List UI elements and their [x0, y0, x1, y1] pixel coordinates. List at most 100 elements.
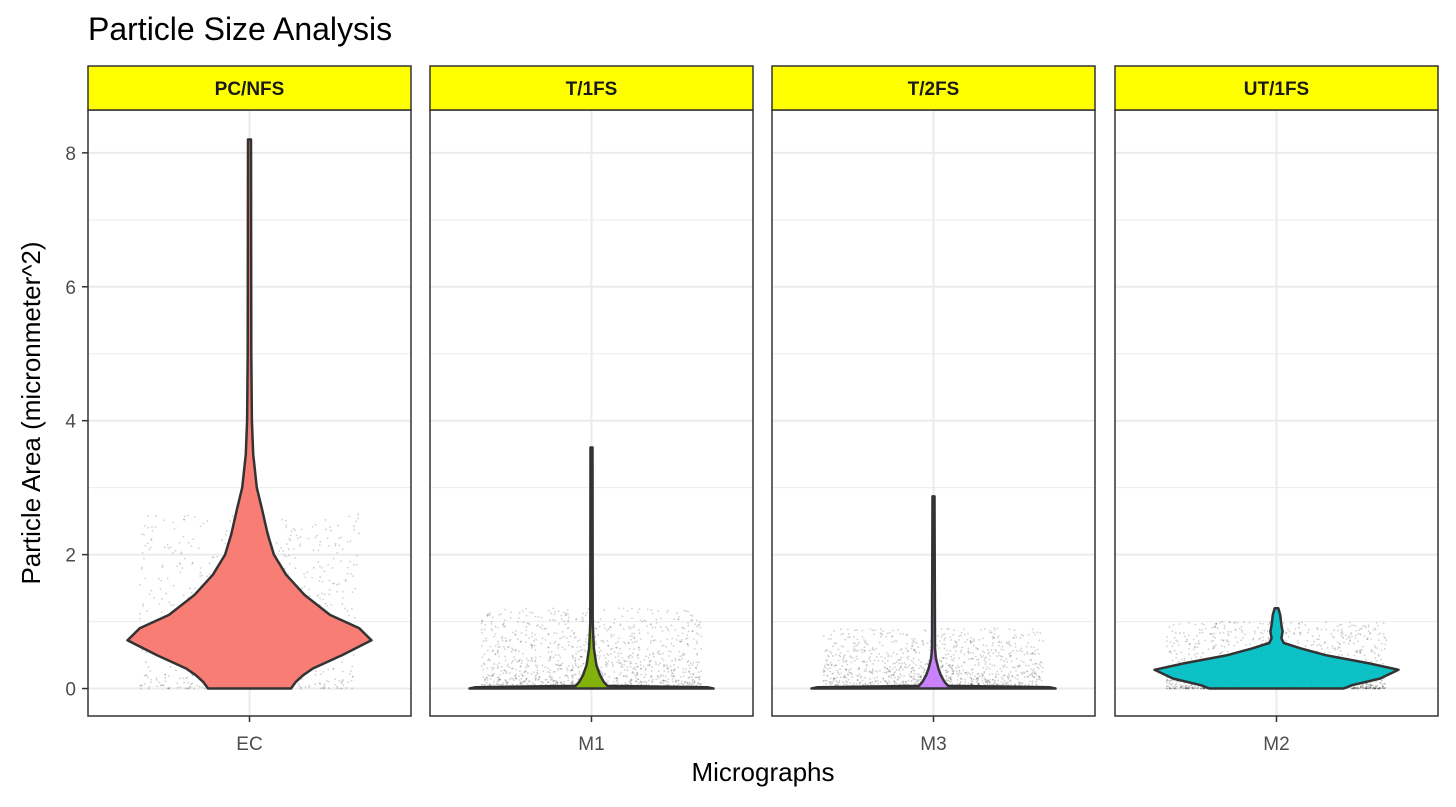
jitter-point [338, 583, 341, 585]
jitter-point [290, 530, 293, 533]
jitter-point [1365, 687, 1367, 690]
jitter-point [912, 657, 915, 660]
jitter-point [938, 659, 941, 662]
jitter-point [350, 572, 353, 575]
jitter-point [167, 687, 170, 690]
jitter-point [826, 668, 829, 671]
jitter-point [910, 675, 913, 678]
jitter-point [1227, 641, 1230, 643]
jitter-point [952, 672, 955, 675]
jitter-point [1211, 626, 1214, 629]
jitter-point [944, 669, 947, 672]
jitter-point [856, 658, 859, 661]
jitter-point [635, 680, 638, 683]
jitter-point [959, 677, 962, 679]
jitter-point [512, 667, 514, 670]
jitter-point [1373, 652, 1376, 655]
jitter-point [996, 683, 999, 686]
jitter-point [1197, 640, 1200, 643]
jitter-point [173, 528, 176, 530]
jitter-point [994, 673, 997, 676]
jitter-point [525, 625, 528, 628]
jitter-point [680, 676, 682, 678]
jitter-point [971, 641, 974, 643]
jitter-point [855, 655, 858, 658]
jitter-point [826, 659, 829, 661]
facet-label: T/2FS [908, 79, 960, 100]
jitter-point [1372, 684, 1375, 687]
jitter-point [358, 532, 360, 535]
jitter-point [287, 573, 290, 575]
jitter-point [1339, 650, 1342, 652]
jitter-point [618, 662, 621, 665]
jitter-point [913, 678, 916, 681]
jitter-point [616, 661, 619, 664]
jitter-point [1034, 671, 1037, 673]
jitter-point [991, 673, 994, 675]
jitter-point [574, 659, 577, 662]
jitter-point [916, 673, 919, 676]
jitter-point [557, 647, 560, 649]
jitter-point [518, 650, 520, 653]
jitter-point [697, 624, 700, 627]
jitter-point [497, 649, 500, 652]
jitter-point [172, 521, 175, 524]
jitter-point [981, 674, 984, 677]
jitter-point [970, 637, 972, 639]
jitter-point [1354, 637, 1357, 639]
jitter-point [832, 672, 835, 675]
jitter-point [526, 665, 529, 667]
jitter-point [541, 624, 544, 627]
jitter-point [1262, 636, 1265, 639]
jitter-point [836, 671, 839, 674]
jitter-point [326, 537, 329, 540]
jitter-point [328, 593, 331, 596]
jitter-point [507, 645, 510, 648]
jitter-point [1174, 683, 1177, 686]
jitter-point [987, 652, 990, 655]
jitter-point [491, 616, 494, 619]
jitter-point [1316, 638, 1318, 641]
jitter-point [504, 679, 507, 681]
jitter-point [559, 676, 561, 679]
jitter-point [861, 651, 864, 654]
jitter-point [1225, 640, 1228, 643]
jitter-point [334, 542, 337, 545]
jitter-point [906, 642, 909, 645]
jitter-point [1219, 632, 1222, 634]
jitter-point [1254, 632, 1256, 635]
jitter-point [1023, 676, 1026, 679]
jitter-point [1180, 684, 1183, 687]
jitter-point [639, 680, 642, 683]
jitter-point [1202, 687, 1205, 690]
jitter-point [193, 516, 196, 518]
jitter-point [671, 637, 674, 640]
jitter-point [671, 680, 674, 683]
jitter-point [1373, 687, 1376, 690]
jitter-point [943, 633, 946, 636]
jitter-point [960, 677, 963, 680]
jitter-point [1195, 687, 1198, 690]
jitter-point [525, 677, 528, 680]
jitter-point [320, 566, 323, 569]
jitter-point [314, 523, 317, 526]
jitter-point [534, 660, 537, 663]
jitter-point [1194, 646, 1197, 648]
jitter-point [1018, 649, 1021, 652]
jitter-point [1201, 687, 1204, 689]
jitter-point [955, 670, 958, 673]
jitter-point [629, 682, 632, 685]
jitter-point [528, 680, 531, 683]
jitter-point [576, 650, 579, 653]
jitter-point [182, 594, 185, 597]
jitter-point [563, 635, 565, 638]
jitter-point [649, 623, 652, 626]
jitter-point [504, 680, 507, 683]
jitter-point [1365, 658, 1367, 661]
jitter-point [649, 676, 652, 679]
jitter-point [852, 682, 855, 685]
jitter-point [1169, 641, 1172, 643]
jitter-point [1214, 625, 1217, 628]
jitter-point [304, 685, 307, 688]
jitter-point [674, 629, 677, 632]
